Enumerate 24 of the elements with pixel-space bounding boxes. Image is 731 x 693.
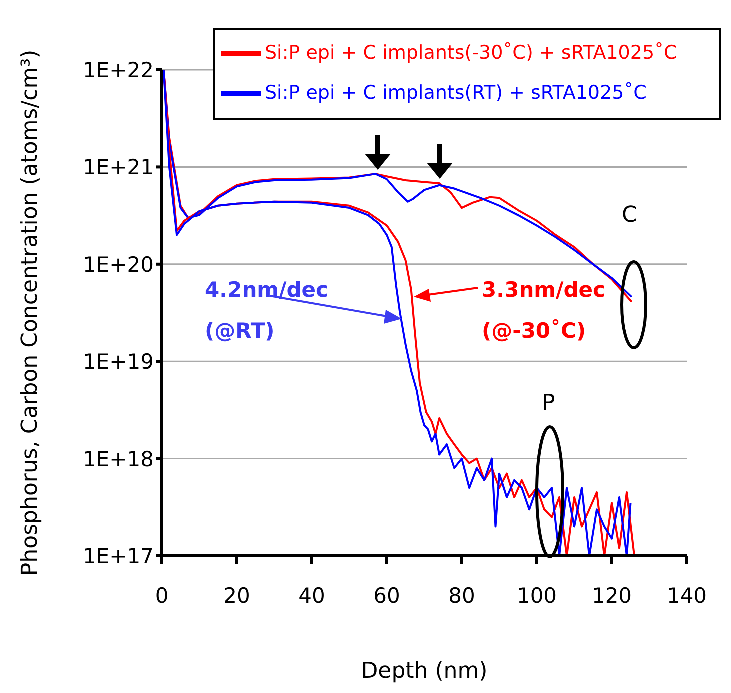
annotation: 3.3nm/dec <box>482 278 606 302</box>
legend-label: Si:P epi + C implants(RT) + sRTA1025˚C <box>265 82 647 104</box>
annotation: (@-30˚C) <box>482 319 586 343</box>
x-tick-label: 60 <box>374 584 400 608</box>
legend-label: Si:P epi + C implants(-30˚C) + sRTA1025˚C <box>265 42 678 64</box>
y-axis-title: Phosphorus, Carbon Concentration (atoms/cm³) <box>18 50 42 576</box>
x-axis-title: Depth (nm) <box>361 659 488 684</box>
x-tick-label: 140 <box>666 584 708 608</box>
y-tick-label: 1E+17 <box>83 544 154 568</box>
annotation: C <box>622 203 638 228</box>
y-tick-label: 1E+18 <box>83 447 154 472</box>
annotation: P <box>542 391 556 416</box>
x-tick-label: 20 <box>224 584 250 608</box>
x-tick-label: 0 <box>155 584 169 608</box>
x-tick-label: 120 <box>592 584 632 608</box>
y-tick-label: 1E+19 <box>83 350 154 374</box>
x-tick-label: 100 <box>516 584 558 608</box>
annotation: 4.2nm/dec <box>205 278 328 302</box>
x-tick-label: 80 <box>448 584 476 608</box>
annotation: (@RT) <box>205 319 275 343</box>
x-tick-label: 40 <box>298 584 326 608</box>
y-tick-label: 1E+20 <box>83 252 154 277</box>
y-tick-label: 1E+21 <box>83 156 154 180</box>
y-tick-label: 1E+22 <box>83 58 154 82</box>
